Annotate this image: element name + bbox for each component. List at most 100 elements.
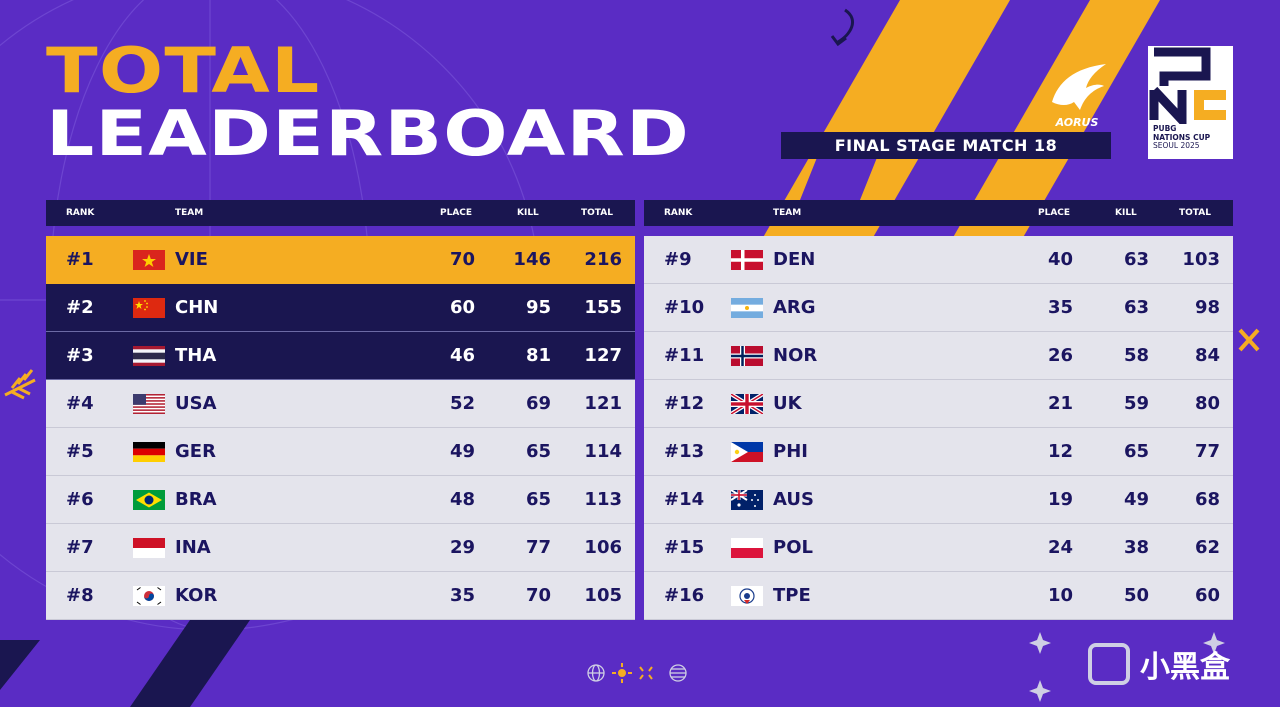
korea-flag bbox=[133, 586, 165, 606]
leaderboard-row: #10 ARG 35 63 98 bbox=[644, 284, 1233, 332]
kill-cell: 77 bbox=[525, 537, 551, 558]
header-rank: RANK bbox=[66, 208, 95, 218]
rank-cell: #5 bbox=[66, 441, 94, 462]
poland-flag bbox=[731, 538, 763, 558]
leaderboard-row: #15 POL 24 38 62 bbox=[644, 524, 1233, 572]
total-cell: 98 bbox=[1194, 297, 1220, 318]
header-place: PLACE bbox=[1038, 208, 1071, 218]
germany-flag bbox=[133, 442, 165, 462]
total-cell: 62 bbox=[1194, 537, 1220, 558]
place-cell: 60 bbox=[449, 297, 475, 318]
total-cell: 77 bbox=[1194, 441, 1220, 462]
team-cell: INA bbox=[175, 537, 211, 558]
team-cell: BRA bbox=[175, 489, 217, 510]
leaderboard-row: #1 VIE 70 146 216 bbox=[46, 236, 635, 284]
kill-cell: 70 bbox=[525, 585, 551, 606]
column-header: RANK TEAM PLACE KILL TOTAL bbox=[46, 200, 635, 226]
argentina-flag bbox=[731, 298, 763, 318]
total-cell: 114 bbox=[584, 441, 622, 462]
kill-cell: 49 bbox=[1123, 489, 1149, 510]
china-flag bbox=[133, 298, 165, 318]
sun-icon bbox=[612, 663, 632, 683]
header-place: PLACE bbox=[440, 208, 473, 218]
rank-cell: #3 bbox=[66, 345, 94, 366]
rank-cell: #14 bbox=[664, 489, 705, 510]
uk-flag bbox=[731, 394, 763, 414]
watermark-text: 小黑盒 bbox=[1140, 650, 1230, 685]
rank-cell: #12 bbox=[664, 393, 705, 414]
total-cell: 105 bbox=[584, 585, 622, 606]
pubg-nations-cup-logo: PUBG NATIONS CUP SEOUL 2025 bbox=[1148, 46, 1233, 159]
place-cell: 48 bbox=[449, 489, 475, 510]
leaderboard-row: #12 UK 21 59 80 bbox=[644, 380, 1233, 428]
leaderboard-left: RANK TEAM PLACE KILL TOTAL #1 VIE 70 146 216… bbox=[46, 200, 635, 620]
kill-cell: 65 bbox=[1123, 441, 1149, 462]
aorus-logo: AORUS bbox=[1052, 64, 1106, 129]
kill-cell: 38 bbox=[1123, 537, 1149, 558]
team-cell: GER bbox=[175, 441, 216, 462]
team-cell: TPE bbox=[773, 585, 811, 606]
team-cell: VIE bbox=[175, 249, 208, 270]
team-cell: DEN bbox=[773, 249, 816, 270]
leaderboard-row: #9 DEN 40 63 103 bbox=[644, 236, 1233, 284]
leaderboard-rows-left: #1 VIE 70 146 216 #2 CHN 60 95 155 #3 THA 46 81 127 #4 U… bbox=[46, 236, 635, 620]
denmark-flag bbox=[731, 250, 763, 270]
header-kill: KILL bbox=[1115, 208, 1137, 218]
place-cell: 29 bbox=[449, 537, 475, 558]
place-cell: 70 bbox=[449, 249, 475, 270]
place-cell: 21 bbox=[1047, 393, 1073, 414]
total-cell: 60 bbox=[1194, 585, 1220, 606]
title-total: TOTAL bbox=[46, 34, 321, 107]
header-rank: RANK bbox=[664, 208, 693, 218]
leaderboard-rows-right: #9 DEN 40 63 103 #10 ARG 35 63 98 #11 NOR 26 58 84 #12 U… bbox=[644, 236, 1233, 620]
rank-cell: #13 bbox=[664, 441, 705, 462]
thailand-flag bbox=[133, 346, 165, 366]
rank-cell: #9 bbox=[664, 249, 692, 270]
kill-cell: 146 bbox=[513, 249, 551, 270]
total-cell: 80 bbox=[1194, 393, 1220, 414]
pnc-logo-text: PUBG NATIONS CUP SEOUL 2025 bbox=[1153, 124, 1211, 150]
leaderboard-right: RANK TEAM PLACE KILL TOTAL #9 DEN 40 63 103 #… bbox=[644, 200, 1233, 620]
kill-cell: 50 bbox=[1123, 585, 1149, 606]
pnc-emblem bbox=[1149, 47, 1226, 132]
place-cell: 19 bbox=[1047, 489, 1073, 510]
header-team: TEAM bbox=[773, 208, 802, 218]
team-cell: NOR bbox=[773, 345, 818, 366]
team-cell: THA bbox=[175, 345, 217, 366]
norway-flag bbox=[731, 346, 763, 366]
total-cell: 68 bbox=[1194, 489, 1220, 510]
globe-icon bbox=[587, 664, 605, 682]
leaderboard-row: #11 NOR 26 58 84 bbox=[644, 332, 1233, 380]
place-cell: 40 bbox=[1047, 249, 1073, 270]
rank-cell: #6 bbox=[66, 489, 94, 510]
header-team: TEAM bbox=[175, 208, 204, 218]
aorus-logo-text: AORUS bbox=[1055, 116, 1099, 129]
watermark: 小黑盒 bbox=[1088, 642, 1230, 686]
total-cell: 216 bbox=[584, 249, 622, 270]
indonesia-flag bbox=[133, 538, 165, 558]
header-kill: KILL bbox=[517, 208, 539, 218]
rank-cell: #4 bbox=[66, 393, 94, 414]
team-cell: AUS bbox=[773, 489, 814, 510]
leaderboard-row: #4 USA 52 69 121 bbox=[46, 380, 635, 428]
stage-badge: FINAL STAGE MATCH 18 bbox=[781, 132, 1111, 159]
chinese-taipei-flag bbox=[731, 586, 763, 606]
place-cell: 35 bbox=[1047, 297, 1073, 318]
rank-cell: #7 bbox=[66, 537, 94, 558]
place-cell: 52 bbox=[449, 393, 475, 414]
team-cell: ARG bbox=[773, 297, 816, 318]
striped-globe-icon bbox=[669, 664, 687, 682]
total-cell: 155 bbox=[584, 297, 622, 318]
total-cell: 121 bbox=[584, 393, 622, 414]
leaderboard-row: #3 THA 46 81 127 bbox=[46, 332, 635, 380]
header-total: TOTAL bbox=[1179, 208, 1211, 218]
rank-cell: #2 bbox=[66, 297, 94, 318]
usa-flag bbox=[133, 394, 165, 414]
kill-cell: 59 bbox=[1123, 393, 1149, 414]
place-cell: 10 bbox=[1047, 585, 1073, 606]
place-cell: 46 bbox=[449, 345, 475, 366]
leaderboard-row: #6 BRA 48 65 113 bbox=[46, 476, 635, 524]
leaderboard-row: #7 INA 29 77 106 bbox=[46, 524, 635, 572]
rank-cell: #10 bbox=[664, 297, 705, 318]
team-cell: POL bbox=[773, 537, 813, 558]
